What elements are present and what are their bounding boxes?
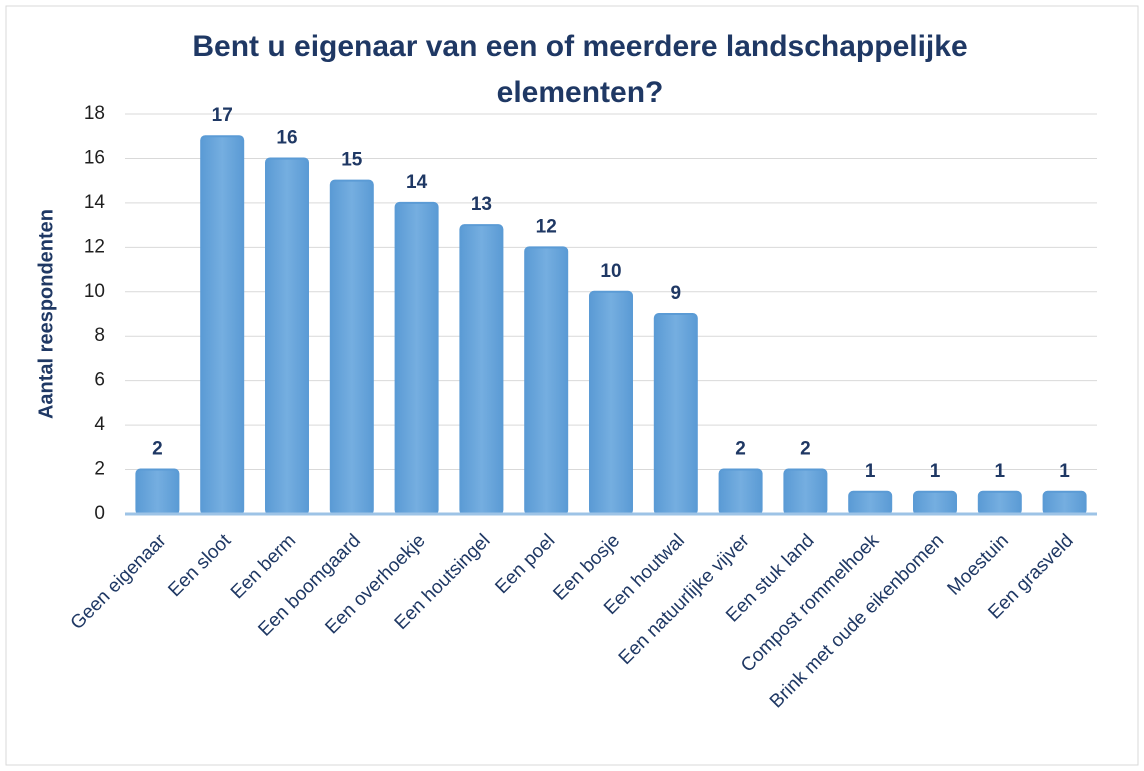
y-tick-label: 4 — [94, 414, 105, 435]
y-tick-label: 6 — [94, 370, 105, 391]
data-label: 9 — [671, 283, 682, 304]
bar — [394, 201, 439, 515]
y-tick-label: 14 — [84, 192, 106, 213]
y-tick-label: 18 — [84, 103, 105, 124]
data-label: 12 — [536, 216, 557, 237]
bar — [265, 157, 309, 515]
data-label: 1 — [1059, 461, 1070, 482]
data-label: 2 — [735, 439, 746, 460]
bar — [783, 468, 828, 515]
chart-title: Bent u eigenaar van een of meerdere land… — [192, 30, 968, 109]
data-label: 15 — [341, 150, 363, 171]
bar — [848, 490, 893, 515]
y-tick-label: 0 — [94, 503, 105, 524]
y-tick-label: 10 — [84, 281, 105, 302]
bar — [1042, 490, 1087, 515]
bar — [459, 224, 504, 515]
bar — [718, 468, 763, 515]
bar — [653, 313, 698, 515]
data-label: 1 — [865, 461, 876, 482]
y-tick-label: 12 — [84, 236, 105, 257]
bar — [977, 490, 1022, 515]
data-label: 2 — [800, 439, 811, 460]
y-tick-label: 16 — [84, 147, 105, 168]
y-tick-label: 8 — [94, 325, 105, 346]
data-label: 1 — [930, 461, 941, 482]
bar — [913, 490, 957, 515]
bar — [329, 179, 374, 516]
data-label: 14 — [406, 172, 428, 193]
y-axis-label: Aantal reespondenten — [35, 209, 57, 419]
bar — [200, 135, 245, 515]
data-label: 1 — [995, 461, 1006, 482]
data-label: 10 — [600, 261, 621, 282]
data-label: 13 — [471, 194, 492, 215]
y-tick-label: 2 — [94, 459, 105, 480]
data-label: 17 — [212, 105, 233, 126]
data-label: 16 — [276, 127, 297, 148]
chart-border — [5, 5, 1139, 766]
bar — [135, 468, 180, 515]
bar — [524, 246, 569, 515]
data-label: 2 — [152, 439, 163, 460]
bar — [589, 290, 633, 515]
